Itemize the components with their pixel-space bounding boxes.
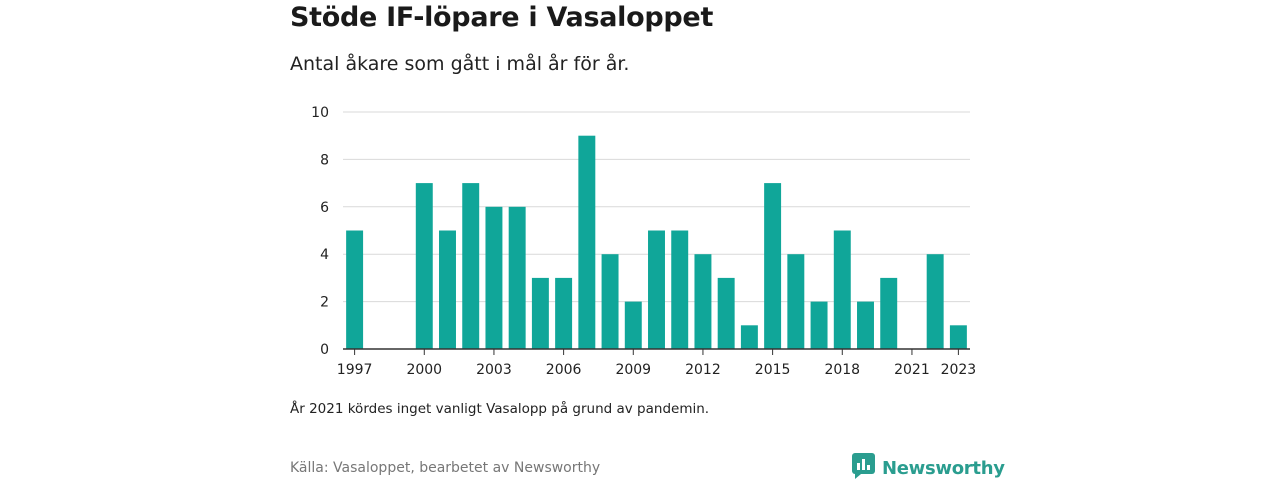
x-tick-label: 2021 [894,362,930,378]
brand-logo[interactable]: Newsworthy [852,453,1005,483]
x-tick-label: 2009 [615,362,651,378]
bar-2015[interactable] [764,183,782,349]
x-axis-ticks: 1997 2000 2003 2006 2009 2012 2015 2018 2021 2023 [337,349,976,378]
bar-2017[interactable] [810,301,828,349]
bar-2014[interactable] [740,325,758,349]
bar-2022[interactable] [926,254,944,349]
bar-2013[interactable] [717,277,735,349]
brand-name: Newsworthy [882,457,1005,479]
bar-chart: 0 2 4 6 8 10 1997 2000 2003 2006 2009 2012 2015 2018… [311,105,976,378]
bar-2000[interactable] [415,183,433,349]
bar-2019[interactable] [857,301,874,349]
bars [346,135,967,350]
bar-2016[interactable] [787,254,805,349]
x-tick-label: 1997 [337,362,373,378]
y-axis-ticks: 0 2 4 6 8 10 [311,105,329,358]
x-tick-label: 2003 [476,362,512,378]
bar-2009[interactable] [624,301,642,349]
y-tick-label: 0 [320,342,329,358]
x-tick-label: 2018 [824,362,860,378]
bar-2011[interactable] [671,230,689,350]
x-tick-label: 2015 [755,362,791,378]
bar-2006[interactable] [555,277,573,349]
bar-2012[interactable] [694,254,712,349]
bar-2004[interactable] [508,206,526,349]
bar-2001[interactable] [439,230,456,350]
bar-2023[interactable] [949,325,967,349]
y-tick-label: 8 [320,152,329,168]
bar-2007[interactable] [578,135,596,349]
bar-2002[interactable] [462,183,480,349]
bar-2018[interactable] [833,230,851,350]
bar-2005[interactable] [531,277,549,349]
bar-2010[interactable] [648,230,665,350]
x-tick-label: 2023 [941,362,977,378]
y-tick-label: 6 [320,200,329,216]
y-tick-label: 2 [320,295,329,311]
newsworthy-logo-icon [852,453,875,483]
x-tick-label: 2000 [406,362,442,378]
footnote: År 2021 kördes inget vanligt Vasalopp på… [290,401,710,417]
chart-subtitle: Antal åkare som gått i mål år för år. [290,53,630,75]
bar-2003[interactable] [485,206,503,349]
x-tick-label: 2006 [546,362,582,378]
bar-2008[interactable] [601,254,619,349]
chart-title: Stöde IF-löpare i Vasaloppet [290,2,714,33]
y-tick-label: 10 [311,105,329,121]
bar-2020[interactable] [880,277,898,349]
x-tick-label: 2012 [685,362,721,378]
source-text: Källa: Vasaloppet, bearbetet av Newswort… [290,460,601,476]
y-tick-label: 4 [320,247,329,263]
bar-1997[interactable] [346,230,364,350]
